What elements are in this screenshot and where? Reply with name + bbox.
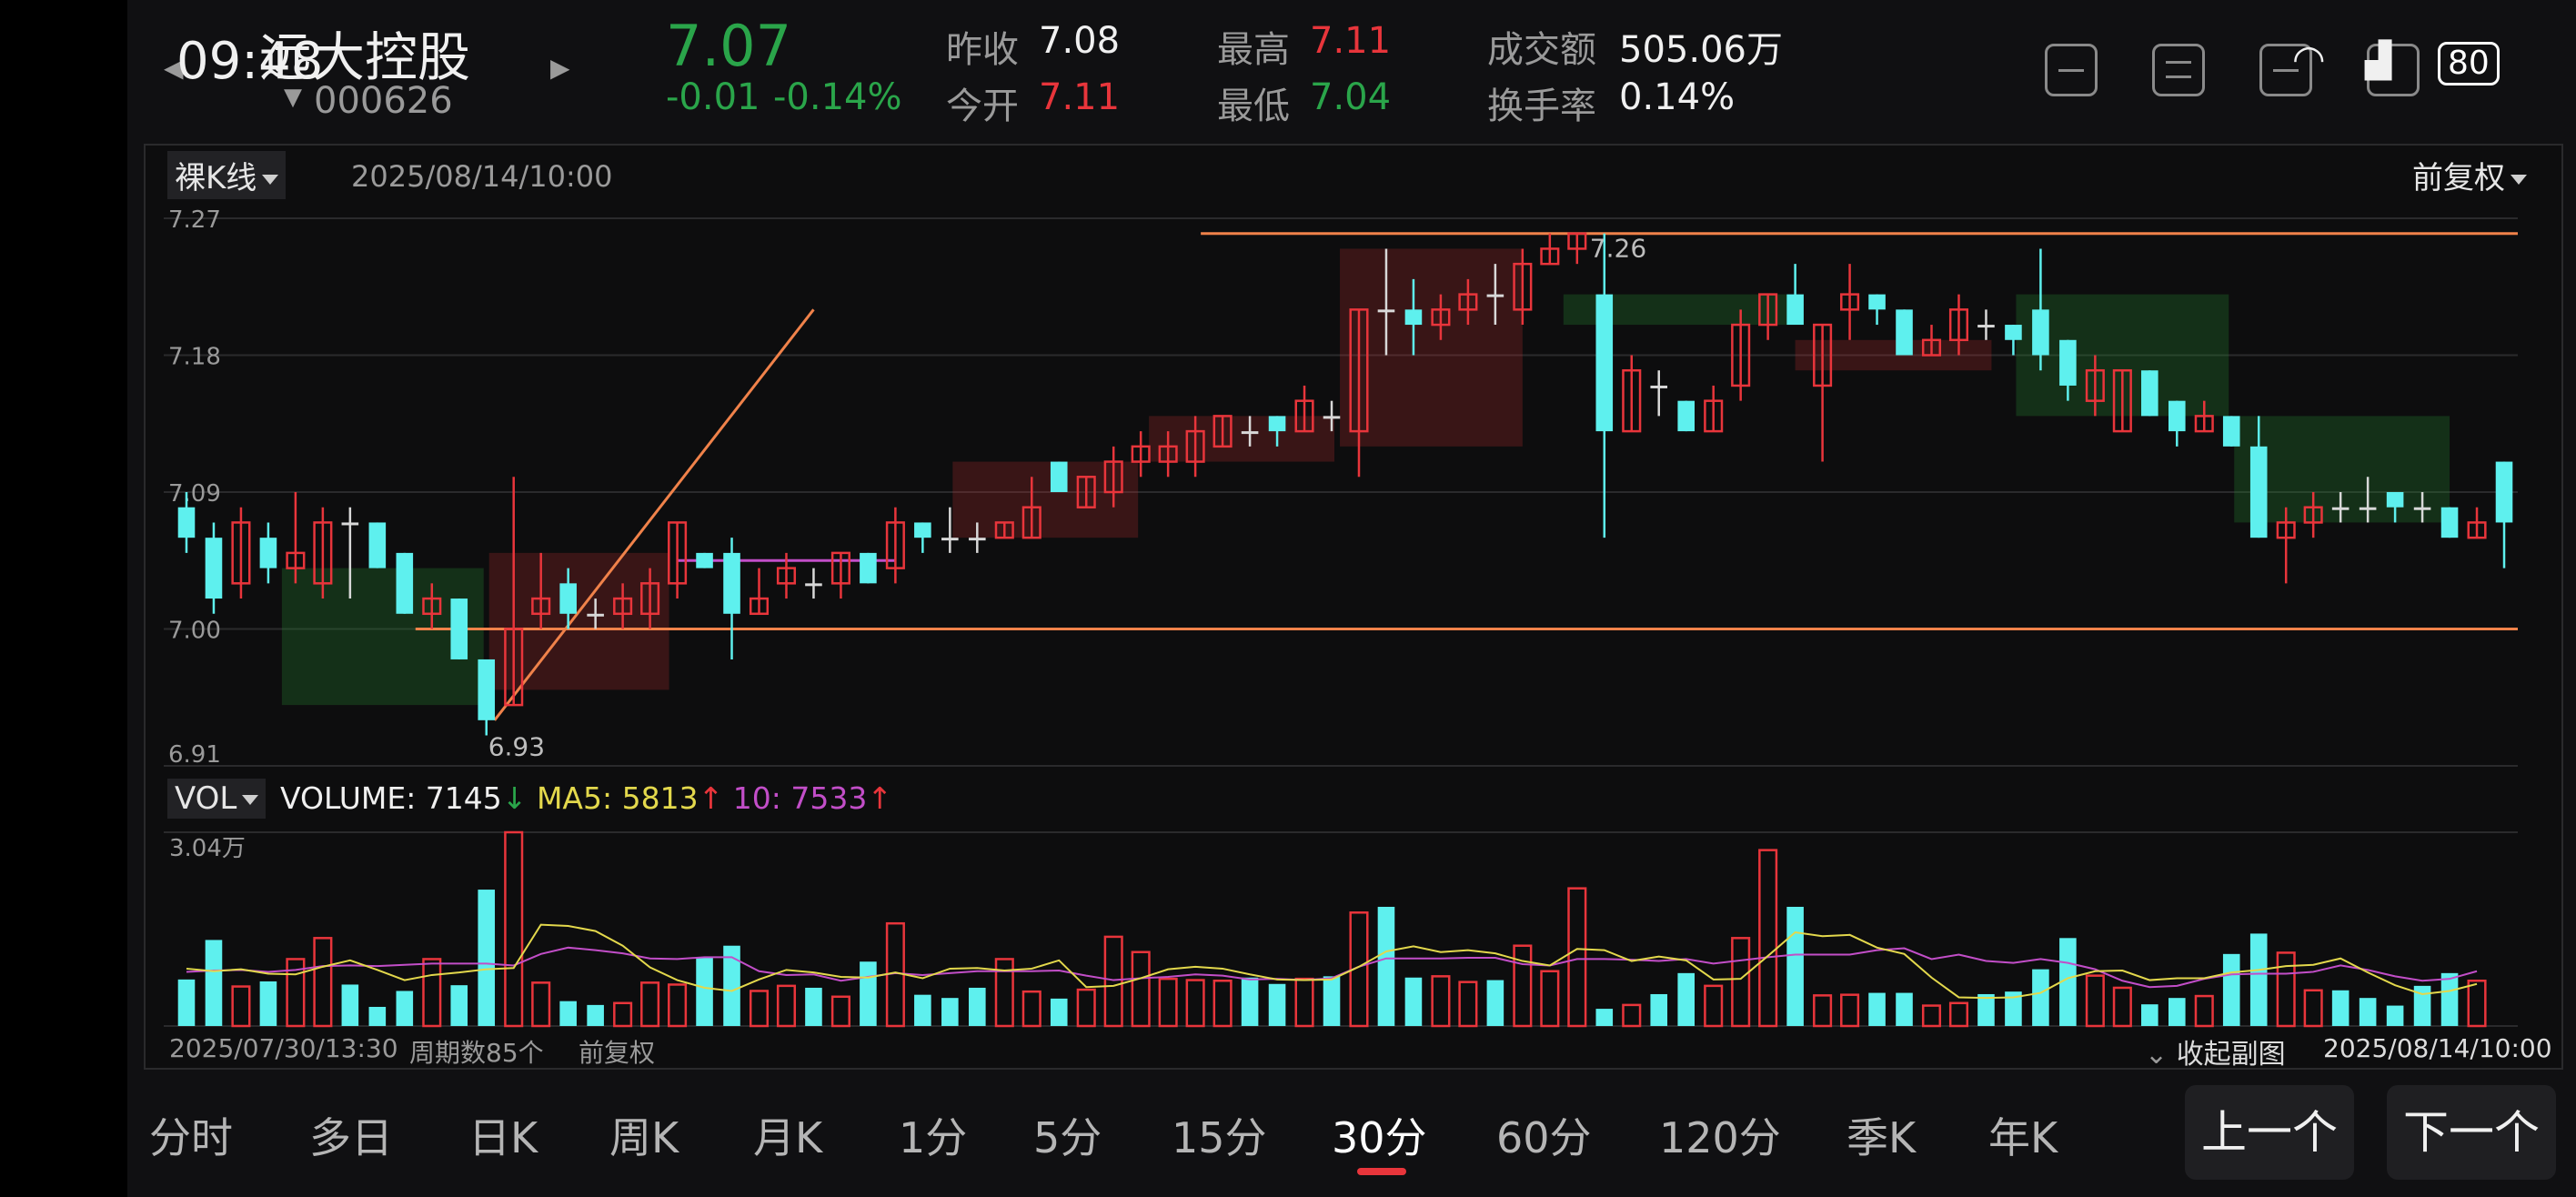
- tab-yearly[interactable]: 年K: [1988, 1113, 2058, 1162]
- chart-panel: [144, 144, 2563, 1070]
- app: ◀ 09:48 远大控股 ▼ 000626 ▶ 7.07 -0.01 -0.14…: [127, 0, 2576, 1197]
- tab-15min[interactable]: 15分: [1172, 1113, 1267, 1162]
- collapse-subchart-button[interactable]: ⌄ 收起副图: [2145, 1031, 2286, 1071]
- turnover: 505.06万: [1619, 29, 1783, 71]
- collapse-label: 收起副图: [2176, 1039, 2286, 1071]
- kline-mode-select[interactable]: 裸K线: [167, 151, 287, 199]
- kline-mode-label: 裸K线: [175, 160, 257, 196]
- tab-multiday[interactable]: 多日: [309, 1113, 393, 1162]
- price-change-pct: -0.14%: [773, 76, 902, 118]
- tab-5min[interactable]: 5分: [1033, 1113, 1102, 1162]
- chart-settings-icon[interactable]: [2152, 44, 2205, 96]
- turnover-label: 成交额: [1487, 29, 1596, 71]
- prev-close-label: 昨收: [946, 29, 1019, 71]
- tab-weekly[interactable]: 周K: [609, 1113, 679, 1162]
- prev-close: 7.08: [1039, 20, 1121, 62]
- next-stock-icon[interactable]: ▶: [550, 53, 570, 83]
- high: 7.11: [1310, 20, 1392, 62]
- tab-quarterly[interactable]: 季K: [1846, 1113, 1917, 1162]
- minus-icon[interactable]: [2045, 44, 2098, 96]
- cursor-time: 2025/08/14/10:00: [351, 159, 613, 194]
- tab-60min[interactable]: 60分: [1496, 1113, 1592, 1162]
- collapse-icon: ⌄: [2145, 1039, 2168, 1071]
- prev-stock-button[interactable]: 上一个: [2185, 1085, 2354, 1180]
- dropdown-icon[interactable]: ▼: [284, 84, 302, 111]
- volume-readout: VOLUME: 7145↓ MA5: 5813↑ 10: 7533↑: [280, 780, 892, 816]
- tab-daily[interactable]: 日K: [468, 1113, 538, 1162]
- tab-fenshi[interactable]: 分时: [149, 1113, 233, 1162]
- back-icon[interactable]: ◀: [164, 53, 184, 83]
- last-price: 7.07: [666, 13, 792, 79]
- adjust-select[interactable]: 前复权: [2412, 153, 2527, 197]
- footer-end-time: 2025/08/14/10:00: [2323, 1033, 2552, 1063]
- signal-icon: ▟: [2365, 40, 2392, 80]
- turnover-rate: 0.14%: [1619, 76, 1736, 118]
- tab-1min[interactable]: 1分: [899, 1113, 968, 1162]
- tab-monthly[interactable]: 月K: [753, 1113, 823, 1162]
- volume-value: VOLUME: 7145: [280, 780, 502, 816]
- stock-code: 000626: [314, 80, 453, 122]
- stock-name[interactable]: 远大控股: [259, 26, 471, 88]
- wifi-icon: ◠: [2292, 36, 2326, 81]
- next-stock-button[interactable]: 下一个: [2387, 1085, 2556, 1180]
- ma10-value: 10: 7533: [732, 780, 868, 816]
- open: 7.11: [1039, 76, 1121, 118]
- vol-mode-label: VOL: [175, 780, 237, 817]
- footer-periods: 周期数85个: [409, 1038, 544, 1068]
- active-tab-indicator: [1357, 1168, 1406, 1175]
- high-label: 最高: [1217, 29, 1290, 71]
- battery-indicator: 80: [2438, 42, 2500, 86]
- tab-30min[interactable]: 30分: [1332, 1113, 1427, 1162]
- range-icon[interactable]: [2259, 44, 2312, 96]
- tab-120min[interactable]: 120分: [1659, 1113, 1781, 1162]
- footer-adjust: 前复权: [579, 1038, 656, 1068]
- open-label: 今开: [946, 86, 1019, 127]
- adjust-label: 前复权: [2412, 160, 2505, 196]
- turnover-rate-label: 换手率: [1487, 86, 1596, 127]
- footer-start-time: 2025/07/30/13:30: [169, 1033, 398, 1063]
- volume-max-label: 3.04万: [169, 835, 246, 862]
- status-time: 09:48: [176, 32, 324, 91]
- low: 7.04: [1310, 76, 1392, 118]
- ma5-value: MA5: 5813: [536, 780, 699, 816]
- price-change: -0.01: [666, 76, 760, 118]
- low-label: 最低: [1217, 86, 1290, 127]
- layout-icon[interactable]: [2367, 44, 2420, 96]
- vol-mode-select[interactable]: VOL: [167, 779, 267, 819]
